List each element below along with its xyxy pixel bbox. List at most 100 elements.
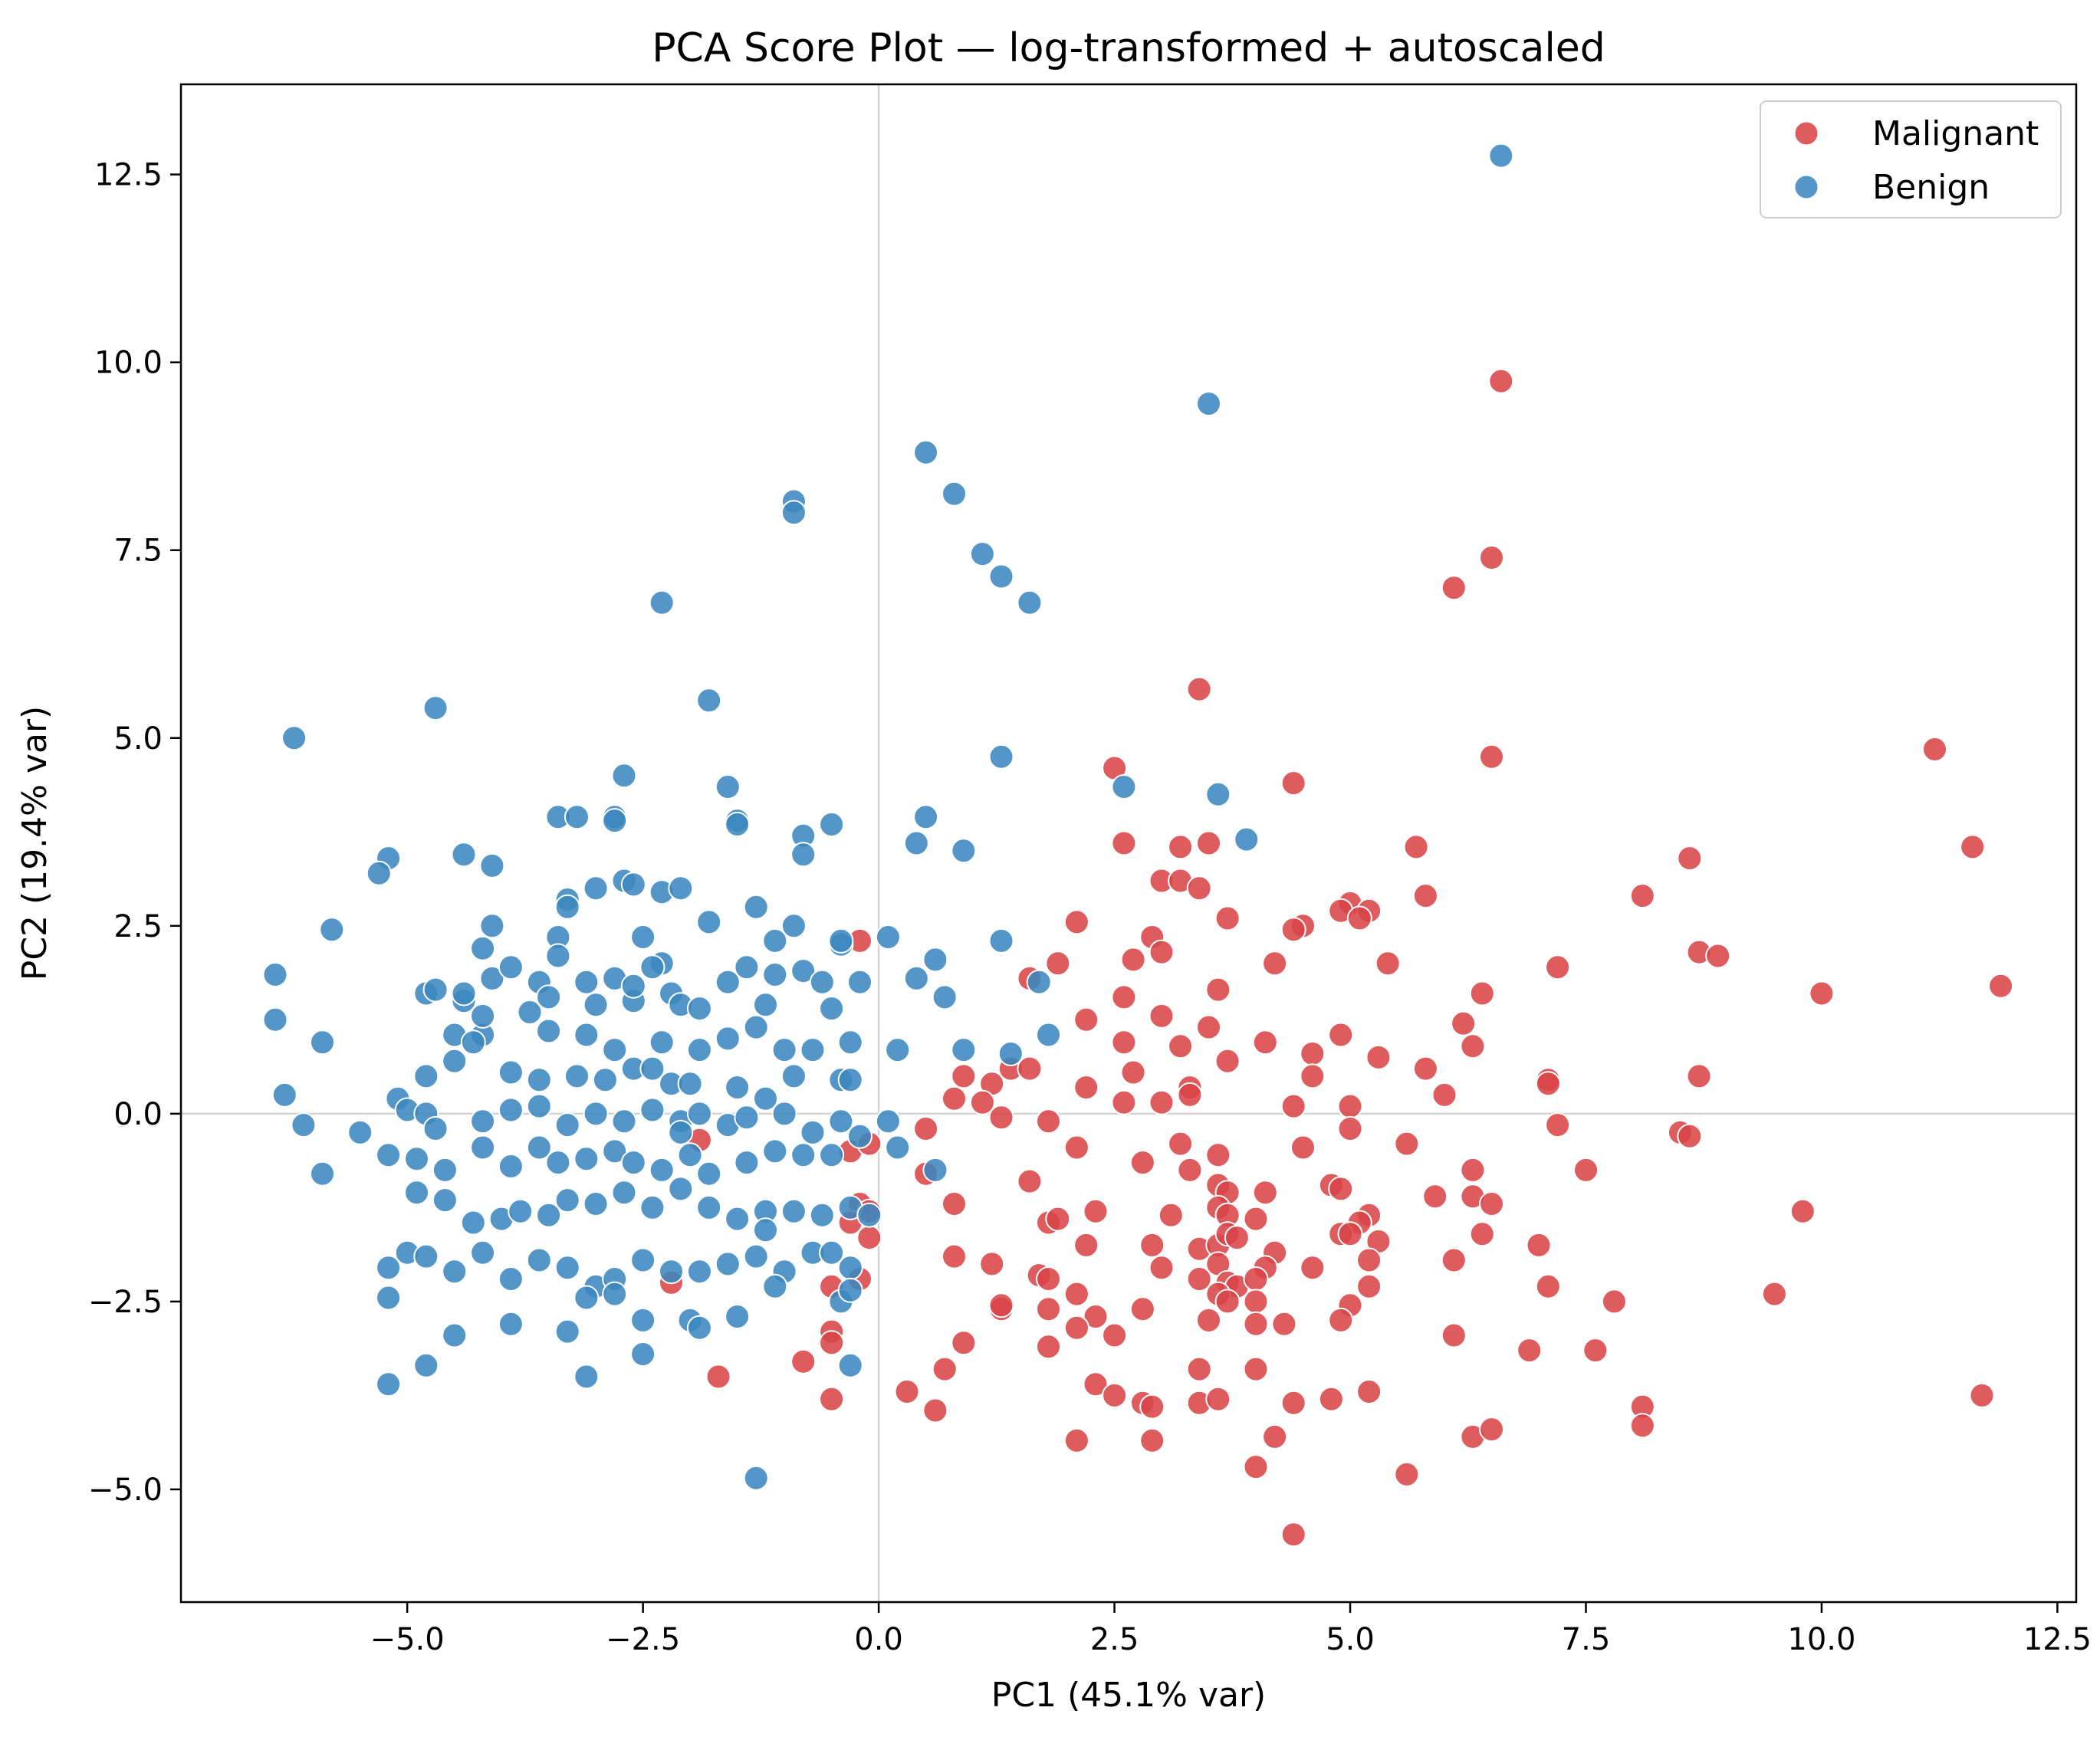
- data-point: [602, 1281, 628, 1307]
- y-axis-label: PC2 (19.4% var): [15, 706, 54, 980]
- data-point: [1205, 781, 1231, 807]
- data-point: [1705, 943, 1731, 969]
- data-point: [376, 1142, 402, 1168]
- data-point: [668, 1119, 694, 1145]
- x-tick-label: 5.0: [1326, 1622, 1375, 1657]
- data-point: [442, 1259, 468, 1285]
- data-point: [1761, 1281, 1787, 1307]
- data-point: [1422, 1184, 1448, 1210]
- data-point: [470, 1240, 496, 1266]
- data-point: [1412, 1056, 1438, 1082]
- data-point: [1111, 1029, 1137, 1056]
- y-tick-label: −2.5: [88, 1285, 163, 1320]
- data-point: [1969, 1382, 1995, 1408]
- data-point: [451, 842, 477, 868]
- data-point: [1243, 1311, 1269, 1337]
- data-point: [271, 1082, 297, 1108]
- data-point: [1460, 1033, 1486, 1059]
- data-point: [630, 1247, 656, 1273]
- data-point: [1111, 984, 1137, 1010]
- data-point: [1243, 1289, 1269, 1315]
- data-point: [753, 1217, 778, 1243]
- legend: Malignant Benign: [1760, 100, 2062, 218]
- data-point: [1290, 1134, 1316, 1161]
- series-benign: [262, 143, 1514, 1491]
- data-point: [1356, 1247, 1382, 1273]
- data-point: [310, 1161, 335, 1187]
- data-point: [1205, 1386, 1231, 1412]
- data-point: [442, 1048, 468, 1074]
- data-point: [545, 1150, 571, 1176]
- data-point: [1102, 1382, 1128, 1408]
- data-point: [1686, 1063, 1712, 1089]
- data-point: [725, 1075, 751, 1101]
- data-point: [1328, 1176, 1354, 1202]
- data-point: [460, 1029, 486, 1056]
- y-tick-label: 2.5: [113, 909, 163, 944]
- data-point: [573, 1364, 600, 1390]
- data-point: [659, 1259, 684, 1285]
- data-point: [1460, 1157, 1486, 1183]
- data-point: [696, 1194, 722, 1220]
- data-point: [668, 1176, 694, 1202]
- data-point: [997, 1041, 1024, 1066]
- data-point: [1063, 1134, 1089, 1161]
- legend-marker-benign: [1793, 174, 1819, 200]
- x-tick-label: 12.5: [2023, 1622, 2092, 1657]
- data-point: [1545, 954, 1571, 980]
- data-point: [498, 1059, 524, 1085]
- data-point: [649, 1029, 675, 1056]
- data-point: [620, 973, 646, 999]
- data-point: [1186, 1266, 1212, 1292]
- data-point: [942, 1243, 967, 1269]
- data-point: [922, 1157, 948, 1183]
- data-point: [1922, 737, 1947, 762]
- data-point: [498, 1097, 524, 1123]
- data-point: [1045, 1206, 1071, 1232]
- data-point: [1441, 1322, 1467, 1348]
- data-point: [470, 935, 496, 961]
- data-point: [1809, 980, 1835, 1006]
- data-point: [696, 909, 722, 935]
- data-point: [432, 1187, 458, 1213]
- data-point: [1083, 1304, 1109, 1329]
- data-point: [526, 1134, 552, 1161]
- data-point: [1365, 1044, 1392, 1070]
- data-point: [1280, 1390, 1306, 1416]
- chart-title: PCA Score Plot — log-transformed + autos…: [652, 25, 1605, 71]
- data-point: [639, 1194, 665, 1220]
- data-point: [725, 1206, 751, 1232]
- data-point: [1535, 1273, 1561, 1299]
- data-point: [969, 541, 995, 567]
- data-point: [1300, 1255, 1326, 1281]
- y-tick-label: 5.0: [113, 721, 163, 757]
- data-point: [536, 1202, 562, 1228]
- data-point: [508, 1198, 534, 1224]
- data-point: [1111, 1089, 1137, 1115]
- data-point: [771, 1037, 797, 1063]
- data-point: [639, 1056, 665, 1082]
- data-point: [837, 1029, 863, 1056]
- data-point: [1469, 1221, 1495, 1247]
- data-point: [1300, 1063, 1326, 1089]
- data-point: [847, 1123, 873, 1149]
- data-point: [1017, 1168, 1043, 1194]
- data-point: [819, 1142, 845, 1168]
- data-point: [573, 969, 600, 995]
- data-point: [762, 1273, 788, 1299]
- data-point: [1073, 1006, 1099, 1033]
- data-point: [1629, 1413, 1655, 1439]
- data-point: [310, 1029, 335, 1056]
- data-point: [1111, 774, 1137, 800]
- data-point: [1129, 1296, 1155, 1322]
- data-point: [554, 1112, 580, 1138]
- data-point: [1158, 1202, 1184, 1228]
- data-point: [1063, 909, 1089, 935]
- data-point: [602, 808, 628, 834]
- data-point: [1177, 1157, 1203, 1183]
- data-point: [1479, 1191, 1504, 1217]
- data-point: [875, 924, 901, 950]
- data-point: [932, 1356, 958, 1382]
- data-point: [837, 1277, 863, 1303]
- data-point: [630, 924, 656, 950]
